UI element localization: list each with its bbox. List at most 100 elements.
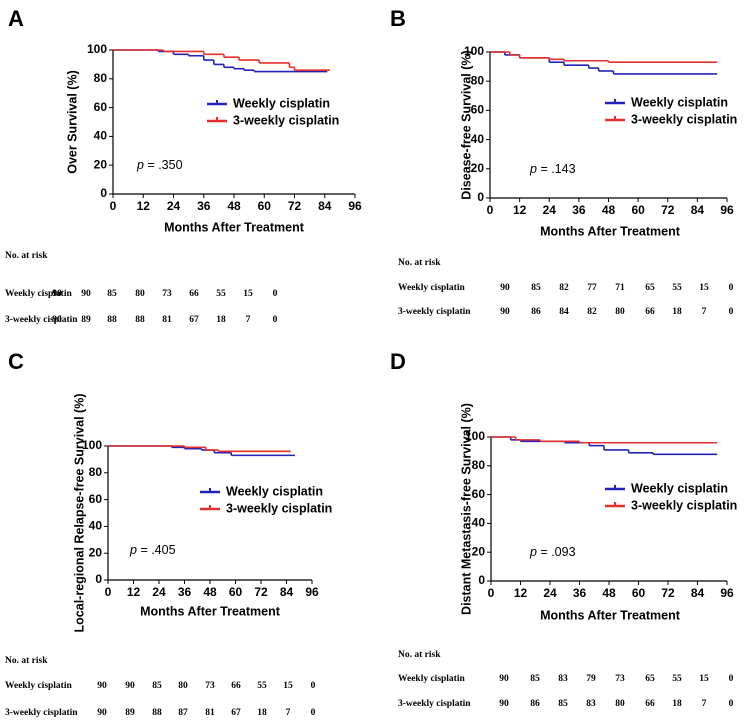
risk-value: 73: [205, 681, 215, 691]
legend-label: Weekly cisplatin: [233, 96, 330, 110]
x-axis-title: Months After Treatment: [540, 608, 681, 622]
y-tick-label: 20: [472, 544, 486, 558]
risk-value: 90: [125, 681, 135, 691]
x-tick-label: 24: [167, 199, 181, 213]
p-value: p = .143: [529, 162, 576, 176]
p-text: = .350: [147, 158, 182, 172]
risk-row-name: 3-weekly cisplatin: [398, 699, 471, 709]
risk-row-name: Weekly cisplatin: [5, 289, 72, 299]
y-tick-label: 100: [87, 42, 107, 56]
risk-value: 77: [587, 283, 597, 293]
risk-value: 90: [97, 708, 107, 718]
y-tick-label: 0: [478, 573, 485, 587]
x-tick-label: 12: [127, 585, 141, 599]
risk-value: 90: [52, 315, 62, 325]
risk-value: 71: [615, 283, 625, 293]
risk-value: 7: [702, 699, 707, 709]
risk-title: No. at risk: [5, 656, 48, 666]
risk-value: 90: [52, 289, 62, 299]
risk-value: 55: [672, 283, 682, 293]
x-tick-label: 36: [197, 199, 211, 213]
risk-value: 80: [615, 307, 625, 317]
risk-value: 90: [500, 307, 510, 317]
risk-value: 80: [178, 681, 188, 691]
y-tick-label: 60: [471, 103, 485, 117]
risk-value: 18: [216, 315, 226, 325]
risk-value: 0: [729, 699, 734, 709]
x-tick-label: 0: [105, 585, 112, 599]
x-tick-label: 96: [720, 203, 734, 217]
risk-value: 85: [107, 289, 117, 299]
x-tick-label: 60: [258, 199, 272, 213]
y-tick-label: 20: [471, 161, 485, 175]
y-tick-label: 0: [477, 190, 484, 204]
risk-value: 88: [135, 315, 145, 325]
risk-value: 87: [178, 708, 188, 718]
x-tick-label: 12: [513, 203, 527, 217]
x-tick-label: 96: [720, 586, 734, 600]
risk-value: 90: [500, 283, 510, 293]
risk-value: 0: [311, 681, 316, 691]
risk-value: 0: [729, 674, 734, 684]
risk-value: 15: [699, 674, 709, 684]
p-italic: p: [136, 158, 144, 172]
x-tick-label: 84: [280, 585, 294, 599]
y-tick-label: 40: [94, 129, 108, 143]
y-axis-title: Local-regional Relapse-free Survival (%): [72, 394, 86, 633]
risk-value: 15: [699, 283, 709, 293]
x-tick-label: 96: [348, 199, 362, 213]
risk-value: 7: [246, 315, 251, 325]
p-text: = .093: [540, 545, 575, 559]
legend-label: 3-weekly cisplatin: [233, 113, 339, 127]
risk-value: 66: [231, 681, 241, 691]
risk-value: 89: [81, 315, 91, 325]
risk-value: 0: [273, 289, 278, 299]
p-value: p = .405: [129, 543, 176, 557]
y-tick-label: 80: [472, 458, 486, 472]
risk-value: 15: [283, 681, 293, 691]
x-tick-label: 60: [229, 585, 243, 599]
y-tick-label: 100: [464, 44, 484, 58]
risk-value: 0: [729, 283, 734, 293]
y-tick-label: 40: [89, 519, 103, 533]
legend-label: Weekly cisplatin: [631, 481, 728, 495]
risk-value: 66: [645, 699, 655, 709]
panel-letter: D: [390, 349, 406, 374]
risk-value: 90: [499, 699, 509, 709]
risk-value: 7: [702, 307, 707, 317]
p-italic: p: [529, 545, 537, 559]
p-text: = .143: [540, 162, 575, 176]
risk-value: 55: [672, 674, 682, 684]
y-tick-label: 20: [94, 157, 108, 171]
panel-letter: C: [8, 349, 24, 374]
panel-letter: B: [390, 6, 406, 31]
legend-label: Weekly cisplatin: [631, 95, 728, 109]
risk-value: 55: [216, 289, 226, 299]
y-tick-label: 100: [82, 438, 102, 452]
x-tick-label: 48: [602, 586, 616, 600]
risk-title: No. at risk: [398, 650, 441, 660]
x-tick-label: 72: [661, 203, 675, 217]
risk-value: 0: [729, 307, 734, 317]
risk-row-name: Weekly cisplatin: [398, 283, 465, 293]
x-tick-label: 0: [110, 199, 117, 213]
risk-value: 65: [645, 283, 655, 293]
risk-title: No. at risk: [398, 258, 441, 268]
x-tick-label: 48: [227, 199, 241, 213]
x-tick-label: 36: [572, 203, 586, 217]
x-tick-label: 72: [288, 199, 302, 213]
x-tick-label: 24: [543, 203, 557, 217]
p-value: p = .093: [529, 545, 576, 559]
x-tick-label: 84: [318, 199, 332, 213]
legend-label: Weekly cisplatin: [226, 484, 323, 498]
risk-value: 66: [645, 307, 655, 317]
risk-value: 90: [81, 289, 91, 299]
y-axis-title: Distant Metastasis-free Survival (%): [459, 403, 473, 615]
risk-title: No. at risk: [5, 251, 48, 261]
risk-value: 85: [152, 681, 162, 691]
y-tick-label: 60: [89, 492, 103, 506]
x-tick-label: 0: [488, 586, 495, 600]
x-axis-title: Months After Treatment: [540, 224, 681, 238]
y-axis-title: Disease-free Survival (%): [459, 50, 473, 199]
risk-value: 7: [286, 708, 291, 718]
